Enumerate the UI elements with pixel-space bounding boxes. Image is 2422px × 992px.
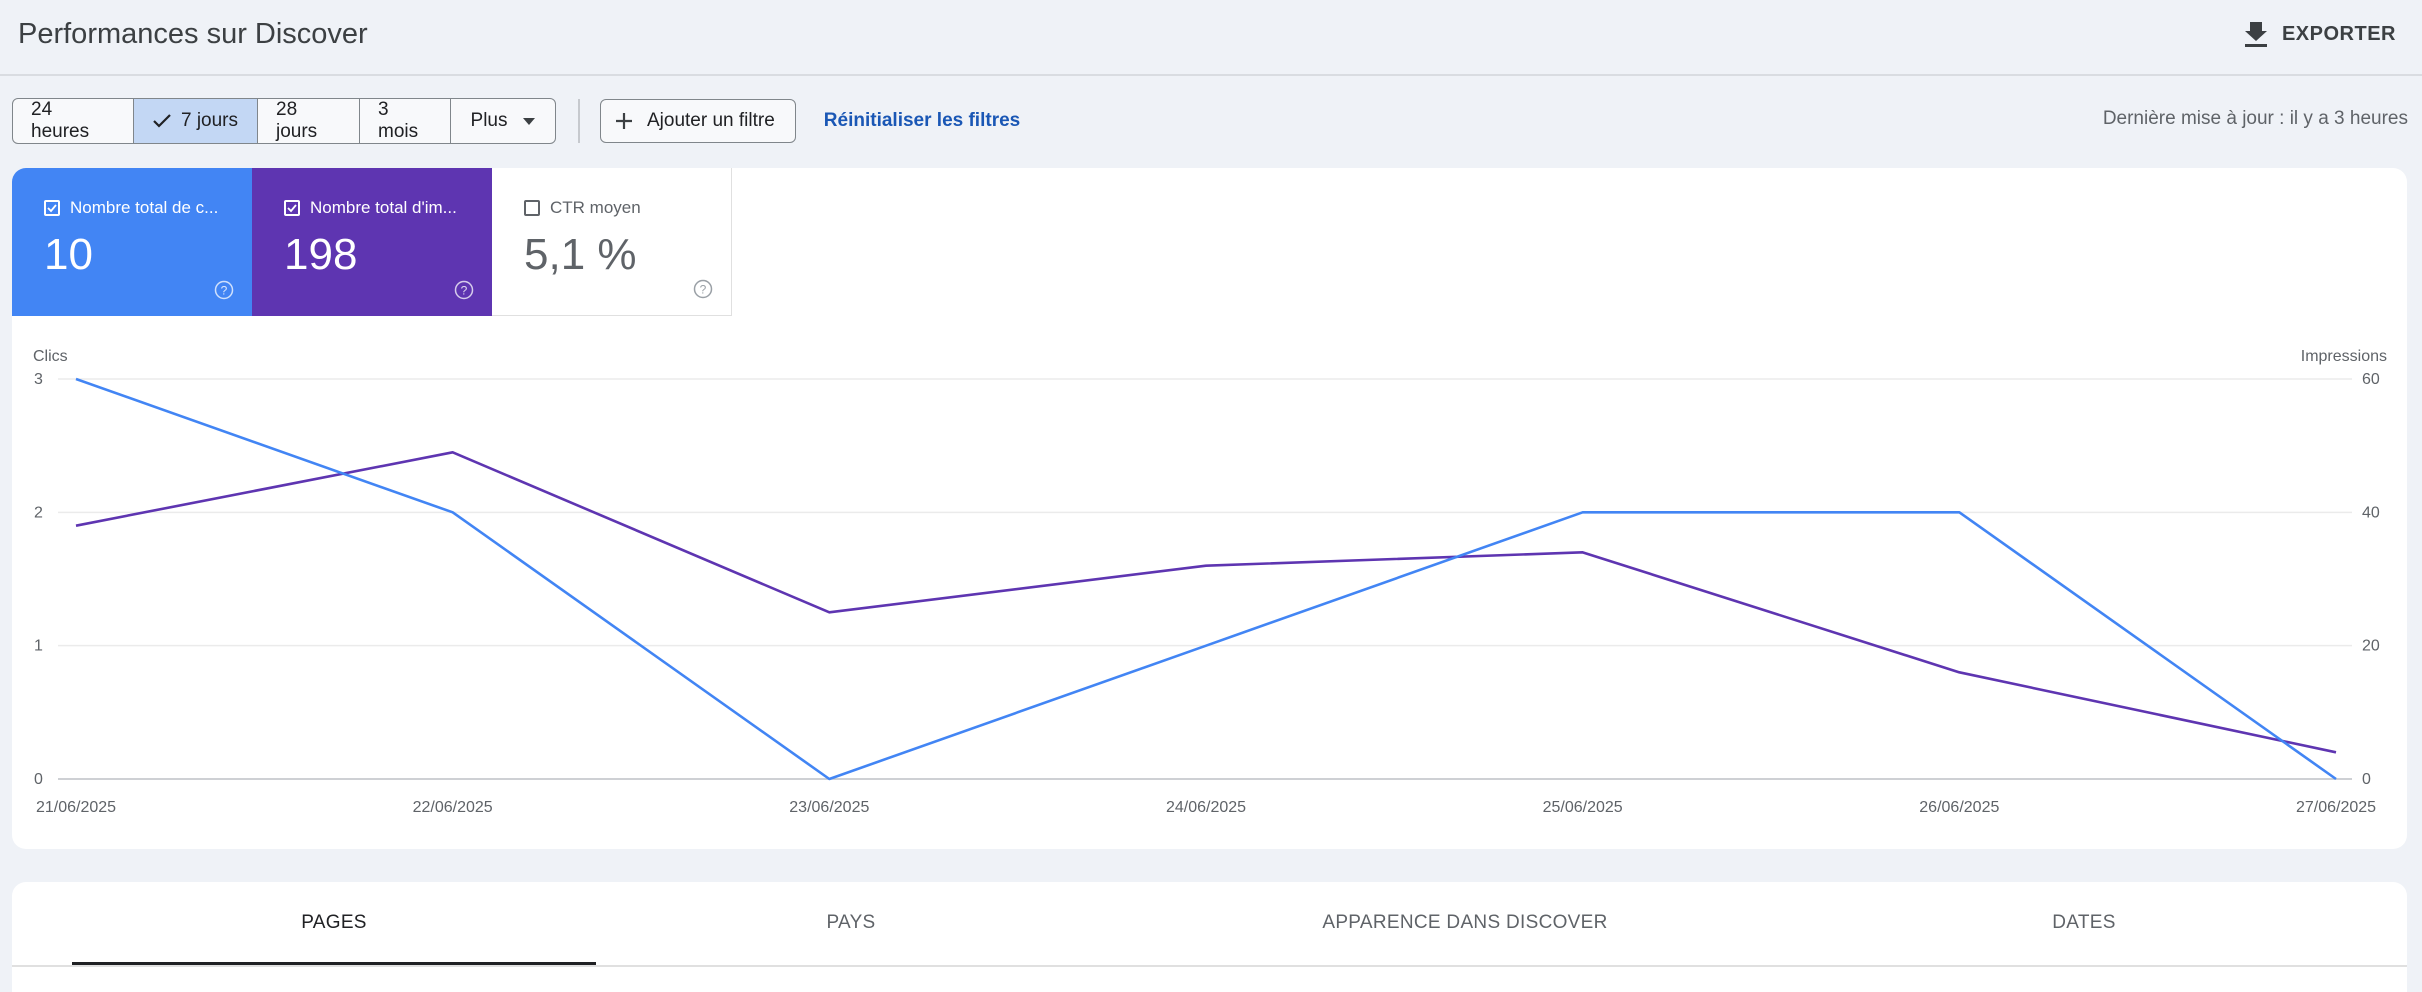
right-axis-tick: 0 xyxy=(2362,771,2371,788)
page-title: Performances sur Discover xyxy=(18,18,368,51)
left-axis-tick: 2 xyxy=(34,504,43,521)
x-axis-tick: 26/06/2025 xyxy=(1919,799,1999,816)
export-label: EXPORTER xyxy=(2282,23,2396,46)
tab-pays[interactable]: PAYS xyxy=(826,912,875,934)
caret-down-icon xyxy=(523,118,535,125)
right-axis-tick: 60 xyxy=(2362,371,2380,388)
page-header: Performances sur Discover EXPORTER xyxy=(0,0,2422,76)
range-label: 7 jours xyxy=(181,110,238,132)
tabs-divider xyxy=(12,965,2407,967)
performance-card: Nombre total de c... 10 ? Nombre total d… xyxy=(12,168,2407,849)
dimension-tabs: PAGES PAYS APPARENCE DANS DISCOVER DATES xyxy=(12,882,2407,992)
x-axis-tick: 21/06/2025 xyxy=(36,799,116,816)
left-axis-tick: 1 xyxy=(34,638,43,655)
plus-icon xyxy=(615,112,633,130)
add-filter-button[interactable]: Ajouter un filtre xyxy=(600,99,796,143)
x-axis-tick: 23/06/2025 xyxy=(789,799,869,816)
x-axis-tick: 27/06/2025 xyxy=(2296,799,2376,816)
filter-toolbar: 24 heures 7 jours 28 jours 3 mois Plus A… xyxy=(12,98,1020,144)
last-update-text: Dernière mise à jour : il y a 3 heures xyxy=(2103,108,2408,130)
left-axis-tick: 0 xyxy=(34,771,43,788)
range-more-dropdown[interactable]: Plus xyxy=(451,99,555,143)
right-axis-tick: 20 xyxy=(2362,638,2380,655)
range-24h-button[interactable]: 24 heures xyxy=(13,99,134,143)
reset-filters-link[interactable]: Réinitialiser les filtres xyxy=(824,110,1020,132)
download-icon xyxy=(2244,20,2268,48)
range-3m-button[interactable]: 3 mois xyxy=(360,99,451,143)
tab-apparence[interactable]: APPARENCE DANS DISCOVER xyxy=(1322,912,1607,934)
series-line-clics xyxy=(76,379,2336,779)
range-label: 28 jours xyxy=(276,99,341,143)
left-axis-tick: 3 xyxy=(34,371,43,388)
x-axis-tick: 24/06/2025 xyxy=(1166,799,1246,816)
series-line-impressions xyxy=(76,452,2336,752)
range-label: 24 heures xyxy=(31,99,115,143)
date-range-selector: 24 heures 7 jours 28 jours 3 mois Plus xyxy=(12,98,556,144)
x-axis-tick: 22/06/2025 xyxy=(413,799,493,816)
range-label: 3 mois xyxy=(378,99,432,143)
tab-dates[interactable]: DATES xyxy=(2052,912,2115,934)
range-7d-button[interactable]: 7 jours xyxy=(134,99,258,143)
tab-pages[interactable]: PAGES xyxy=(301,912,367,934)
performance-chart[interactable]: 0 1 2 3 0 20 40 60 Clics Impressions 21/06/2025 22/… xyxy=(12,168,2407,849)
left-axis-title: Clics xyxy=(33,348,68,365)
export-button[interactable]: EXPORTER xyxy=(2244,16,2396,52)
range-28d-button[interactable]: 28 jours xyxy=(258,99,360,143)
check-icon xyxy=(153,114,171,128)
right-axis-title: Impressions xyxy=(2301,348,2387,365)
x-axis-tick: 25/06/2025 xyxy=(1543,799,1623,816)
add-filter-label: Ajouter un filtre xyxy=(647,110,775,132)
toolbar-divider xyxy=(578,99,580,143)
right-axis-tick: 40 xyxy=(2362,504,2380,521)
more-label: Plus xyxy=(471,110,508,132)
